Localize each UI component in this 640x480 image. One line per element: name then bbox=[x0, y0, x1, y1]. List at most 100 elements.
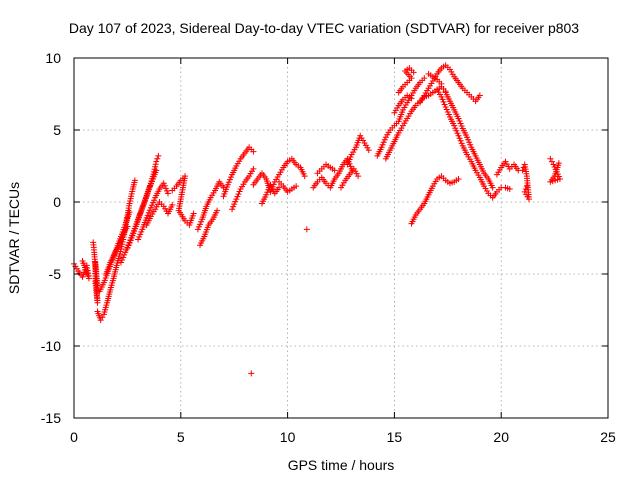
data-point bbox=[161, 182, 168, 189]
data-point bbox=[214, 207, 221, 214]
data-point bbox=[235, 191, 242, 198]
data-point bbox=[455, 115, 462, 122]
data-point bbox=[458, 140, 465, 147]
data-point bbox=[146, 183, 153, 190]
data-point bbox=[365, 147, 372, 154]
data-point bbox=[232, 198, 239, 205]
data-point bbox=[137, 231, 144, 238]
outlier-point bbox=[303, 226, 310, 233]
data-point bbox=[519, 167, 526, 174]
data-point bbox=[144, 212, 151, 219]
data-point bbox=[506, 186, 513, 193]
data-point bbox=[115, 242, 122, 249]
data-point bbox=[152, 163, 159, 170]
data-point bbox=[465, 136, 472, 143]
data-point bbox=[421, 75, 428, 82]
data-point bbox=[522, 186, 529, 193]
data-point bbox=[236, 188, 243, 195]
data-point bbox=[445, 111, 452, 118]
data-point bbox=[121, 251, 128, 258]
grid-layer bbox=[74, 58, 608, 418]
data-point bbox=[276, 184, 283, 191]
data-point bbox=[355, 173, 362, 180]
y-tick-label: -5 bbox=[49, 266, 62, 282]
data-point bbox=[145, 209, 152, 216]
data-point bbox=[227, 174, 234, 181]
data-point bbox=[301, 173, 308, 180]
data-point bbox=[117, 237, 124, 244]
data-point bbox=[346, 156, 353, 163]
x-tick-label: 15 bbox=[387, 429, 403, 445]
data-point bbox=[153, 158, 160, 165]
chart-title: Day 107 of 2023, Sidereal Day-to-day VTE… bbox=[69, 20, 579, 36]
data-point bbox=[453, 127, 460, 134]
data-point bbox=[119, 256, 126, 263]
data-point bbox=[224, 181, 231, 188]
data-point bbox=[163, 187, 170, 194]
data-point bbox=[234, 193, 241, 200]
data-point bbox=[226, 176, 233, 183]
data-point bbox=[229, 206, 236, 213]
data-point bbox=[438, 93, 445, 100]
data-point bbox=[250, 165, 257, 172]
data-point bbox=[457, 120, 464, 127]
data-point bbox=[146, 207, 153, 214]
data-point bbox=[225, 179, 232, 186]
data-point bbox=[455, 175, 462, 182]
data-point bbox=[94, 282, 101, 289]
y-tick-label: -10 bbox=[41, 338, 61, 354]
data-point bbox=[250, 148, 257, 155]
data-point bbox=[119, 234, 126, 241]
data-point bbox=[150, 199, 157, 206]
data-point bbox=[155, 152, 162, 159]
data-point bbox=[263, 191, 270, 198]
data-point bbox=[120, 254, 127, 261]
data-point bbox=[153, 167, 160, 174]
data-point bbox=[293, 183, 300, 190]
data-point bbox=[347, 154, 354, 160]
data-point bbox=[439, 96, 446, 103]
data-point bbox=[162, 185, 169, 192]
x-tick-label: 0 bbox=[70, 429, 78, 445]
data-point bbox=[198, 218, 205, 225]
data-point bbox=[476, 92, 483, 99]
data-point bbox=[466, 139, 473, 146]
data-point bbox=[451, 122, 458, 129]
data-point bbox=[124, 223, 131, 230]
data-point bbox=[456, 118, 463, 124]
data-point bbox=[440, 98, 447, 105]
data-point bbox=[555, 160, 562, 167]
y-tick-label: 5 bbox=[53, 122, 61, 138]
data-point bbox=[154, 155, 161, 162]
data-point bbox=[454, 130, 461, 137]
x-tick-label: 5 bbox=[177, 429, 185, 445]
data-point bbox=[523, 183, 530, 190]
data-point bbox=[148, 202, 155, 209]
data-point bbox=[438, 80, 445, 87]
data-point bbox=[147, 204, 154, 211]
data-point bbox=[164, 190, 171, 197]
data-point bbox=[116, 239, 123, 246]
x-axis-label: GPS time / hours bbox=[288, 457, 395, 473]
data-point bbox=[230, 203, 237, 210]
data-point bbox=[160, 180, 167, 187]
y-axis-label: SDTVAR / TECUs bbox=[6, 182, 22, 294]
data-point bbox=[122, 249, 129, 256]
data-point bbox=[79, 258, 86, 265]
data-point bbox=[195, 223, 202, 230]
data-point bbox=[444, 109, 451, 115]
data-point bbox=[380, 139, 387, 146]
data-point bbox=[379, 141, 386, 148]
y-tick-label: 0 bbox=[53, 194, 61, 210]
data-point bbox=[381, 136, 388, 143]
data-point bbox=[197, 221, 204, 228]
data-point bbox=[136, 233, 143, 240]
data-point bbox=[265, 186, 272, 193]
ticks-layer: 0 5 10 15 20 25 -15 -10 -5 0 5 10 bbox=[41, 50, 616, 445]
data-point bbox=[489, 184, 496, 191]
data-point bbox=[138, 228, 145, 235]
data-point bbox=[147, 181, 154, 187]
data-point bbox=[231, 201, 238, 208]
